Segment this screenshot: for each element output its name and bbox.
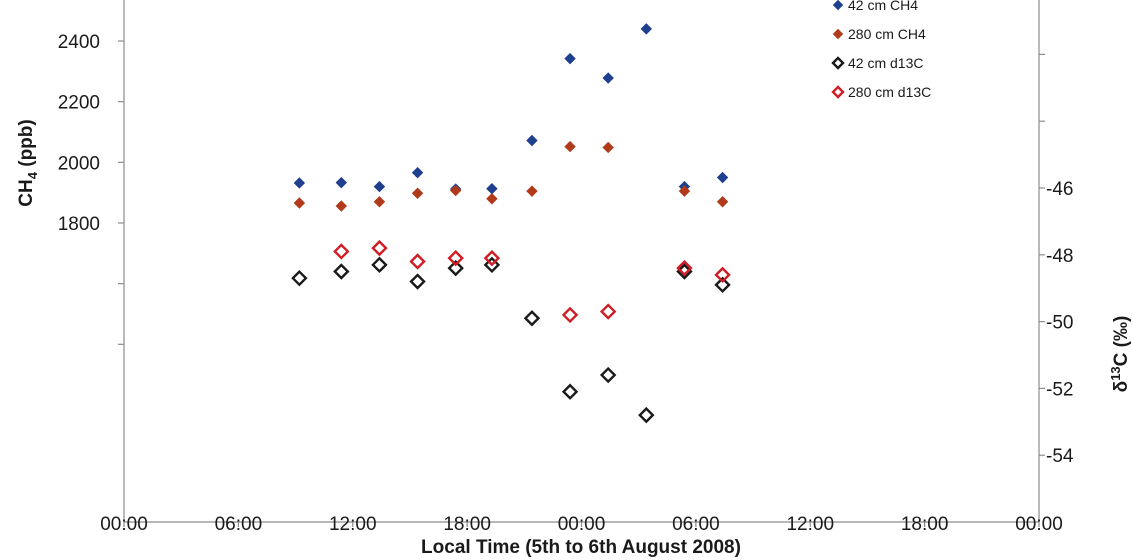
x-tick-label: 00:00 — [558, 514, 606, 535]
data-point-42-cm-d13c — [599, 366, 617, 384]
data-point-42-cm-d13c — [333, 263, 350, 280]
legend-label: 280 cm d13C — [848, 84, 931, 100]
data-point-280-cm-ch4 — [564, 140, 576, 153]
right-tick-label: -50 — [1046, 313, 1073, 334]
data-point-42-cm-d13c — [447, 259, 464, 277]
x-axis-title: Local Time (5th to 6th August 2008) — [421, 537, 741, 558]
x-tick-label: 00:00 — [1015, 514, 1063, 535]
data-point-280-cm-d13c — [714, 266, 731, 284]
legend-marker — [831, 85, 845, 99]
data-point-42-cm-d13c — [409, 273, 426, 290]
data-point-42-cm-d13c — [371, 256, 388, 274]
data-point-280-cm-d13c — [333, 243, 350, 260]
data-point-42-cm-d13c — [483, 256, 501, 274]
legend-marker — [832, 28, 844, 40]
legend-marker — [831, 56, 845, 70]
data-point-42-cm-ch4 — [526, 134, 538, 147]
legend-marker — [832, 0, 844, 11]
data-point-280-cm-d13c — [676, 259, 693, 277]
data-point-280-cm-d13c — [483, 249, 501, 267]
data-point-280-cm-ch4 — [486, 193, 498, 205]
left-tick-label: 2200 — [58, 93, 100, 114]
x-tick-label: 06:00 — [672, 514, 720, 535]
right-tick-label: -48 — [1046, 246, 1073, 267]
axes — [123, 0, 1040, 523]
data-point-280-cm-d13c — [409, 253, 426, 270]
legend-label: 280 cm CH4 — [848, 26, 926, 42]
data-point-280-cm-ch4 — [602, 141, 614, 154]
left-tick-label: 2400 — [58, 32, 100, 53]
x-tick-label: 12:00 — [786, 514, 834, 535]
data-point-42-cm-ch4 — [373, 180, 386, 193]
data-point-280-cm-ch4 — [716, 196, 729, 208]
data-point-280-cm-ch4 — [449, 184, 462, 197]
right-tick-label: -54 — [1046, 446, 1074, 467]
left-tick-label: 2000 — [58, 153, 100, 174]
data-point-280-cm-d13c — [371, 239, 388, 257]
data-point-280-cm-ch4 — [293, 197, 306, 209]
data-point-42-cm-ch4 — [716, 171, 729, 184]
legend-label: 42 cm CH4 — [848, 0, 918, 13]
x-tick-label: 00:00 — [100, 514, 148, 535]
data-point-42-cm-ch4 — [411, 166, 424, 179]
x-tick-label: 18:00 — [443, 514, 491, 535]
data-point-280-cm-ch4 — [411, 187, 424, 199]
data-point-280-cm-d13c — [561, 306, 579, 324]
data-point-280-cm-d13c — [447, 249, 464, 267]
data-point-280-cm-d13c — [599, 303, 617, 320]
right-y-ticks: -46 -48 -50 -52 -54 — [1039, 53, 1074, 467]
data-point-42-cm-ch4 — [486, 183, 498, 195]
data-point-280-cm-ch4 — [526, 185, 538, 197]
data-point-42-cm-ch4 — [293, 177, 306, 189]
data-point-42-cm-d13c — [638, 406, 655, 424]
left-tick-label: 1800 — [58, 214, 100, 235]
data-point-42-cm-d13c — [291, 269, 308, 287]
data-point-42-cm-ch4 — [640, 23, 653, 35]
right-tick-label: -46 — [1046, 179, 1073, 200]
data-point-280-cm-ch4 — [373, 196, 386, 208]
left-y-axis-title: CH4 (ppb) — [16, 119, 40, 206]
x-ticks: 00:00 06:00 12:00 18:00 00:00 06:00 12:00 18:00… — [100, 514, 1063, 535]
data-point-42-cm-d13c — [714, 276, 731, 294]
legend: 42 cm CH4 280 cm CH4 42 cm d13C 280 cm d13C — [831, 0, 931, 100]
right-tick-label: -52 — [1046, 379, 1073, 400]
legend-label: 42 cm d13C — [848, 55, 923, 71]
data-point-42-cm-d13c — [561, 383, 579, 400]
x-tick-label: 12:00 — [329, 514, 377, 535]
data-point-280-cm-ch4 — [335, 200, 348, 212]
x-tick-label: 18:00 — [901, 514, 949, 535]
data-point-42-cm-ch4 — [602, 72, 614, 84]
data-point-42-cm-ch4 — [335, 176, 348, 189]
data-point-42-cm-ch4 — [564, 52, 576, 65]
left-y-ticks: 1800 2000 2200 2400 — [58, 32, 124, 345]
right-y-axis-title: δ13C (‰) — [1108, 316, 1132, 393]
data-point-42-cm-d13c — [523, 310, 541, 327]
data-point-280-cm-ch4 — [678, 185, 691, 197]
x-tick-label: 06:00 — [215, 514, 263, 535]
data-markers — [291, 23, 731, 424]
